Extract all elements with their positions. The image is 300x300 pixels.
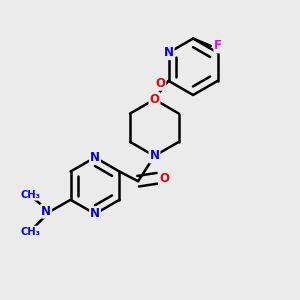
- Text: O: O: [149, 93, 160, 106]
- Text: O: O: [159, 172, 169, 185]
- Text: N: N: [164, 46, 174, 59]
- Text: N: N: [90, 207, 100, 220]
- Text: N: N: [90, 151, 100, 164]
- Text: CH₃: CH₃: [20, 190, 40, 200]
- Text: CH₃: CH₃: [20, 226, 40, 237]
- Text: N: N: [41, 205, 51, 218]
- Text: O: O: [155, 77, 165, 90]
- Text: F: F: [214, 40, 222, 52]
- Text: N: N: [149, 149, 160, 162]
